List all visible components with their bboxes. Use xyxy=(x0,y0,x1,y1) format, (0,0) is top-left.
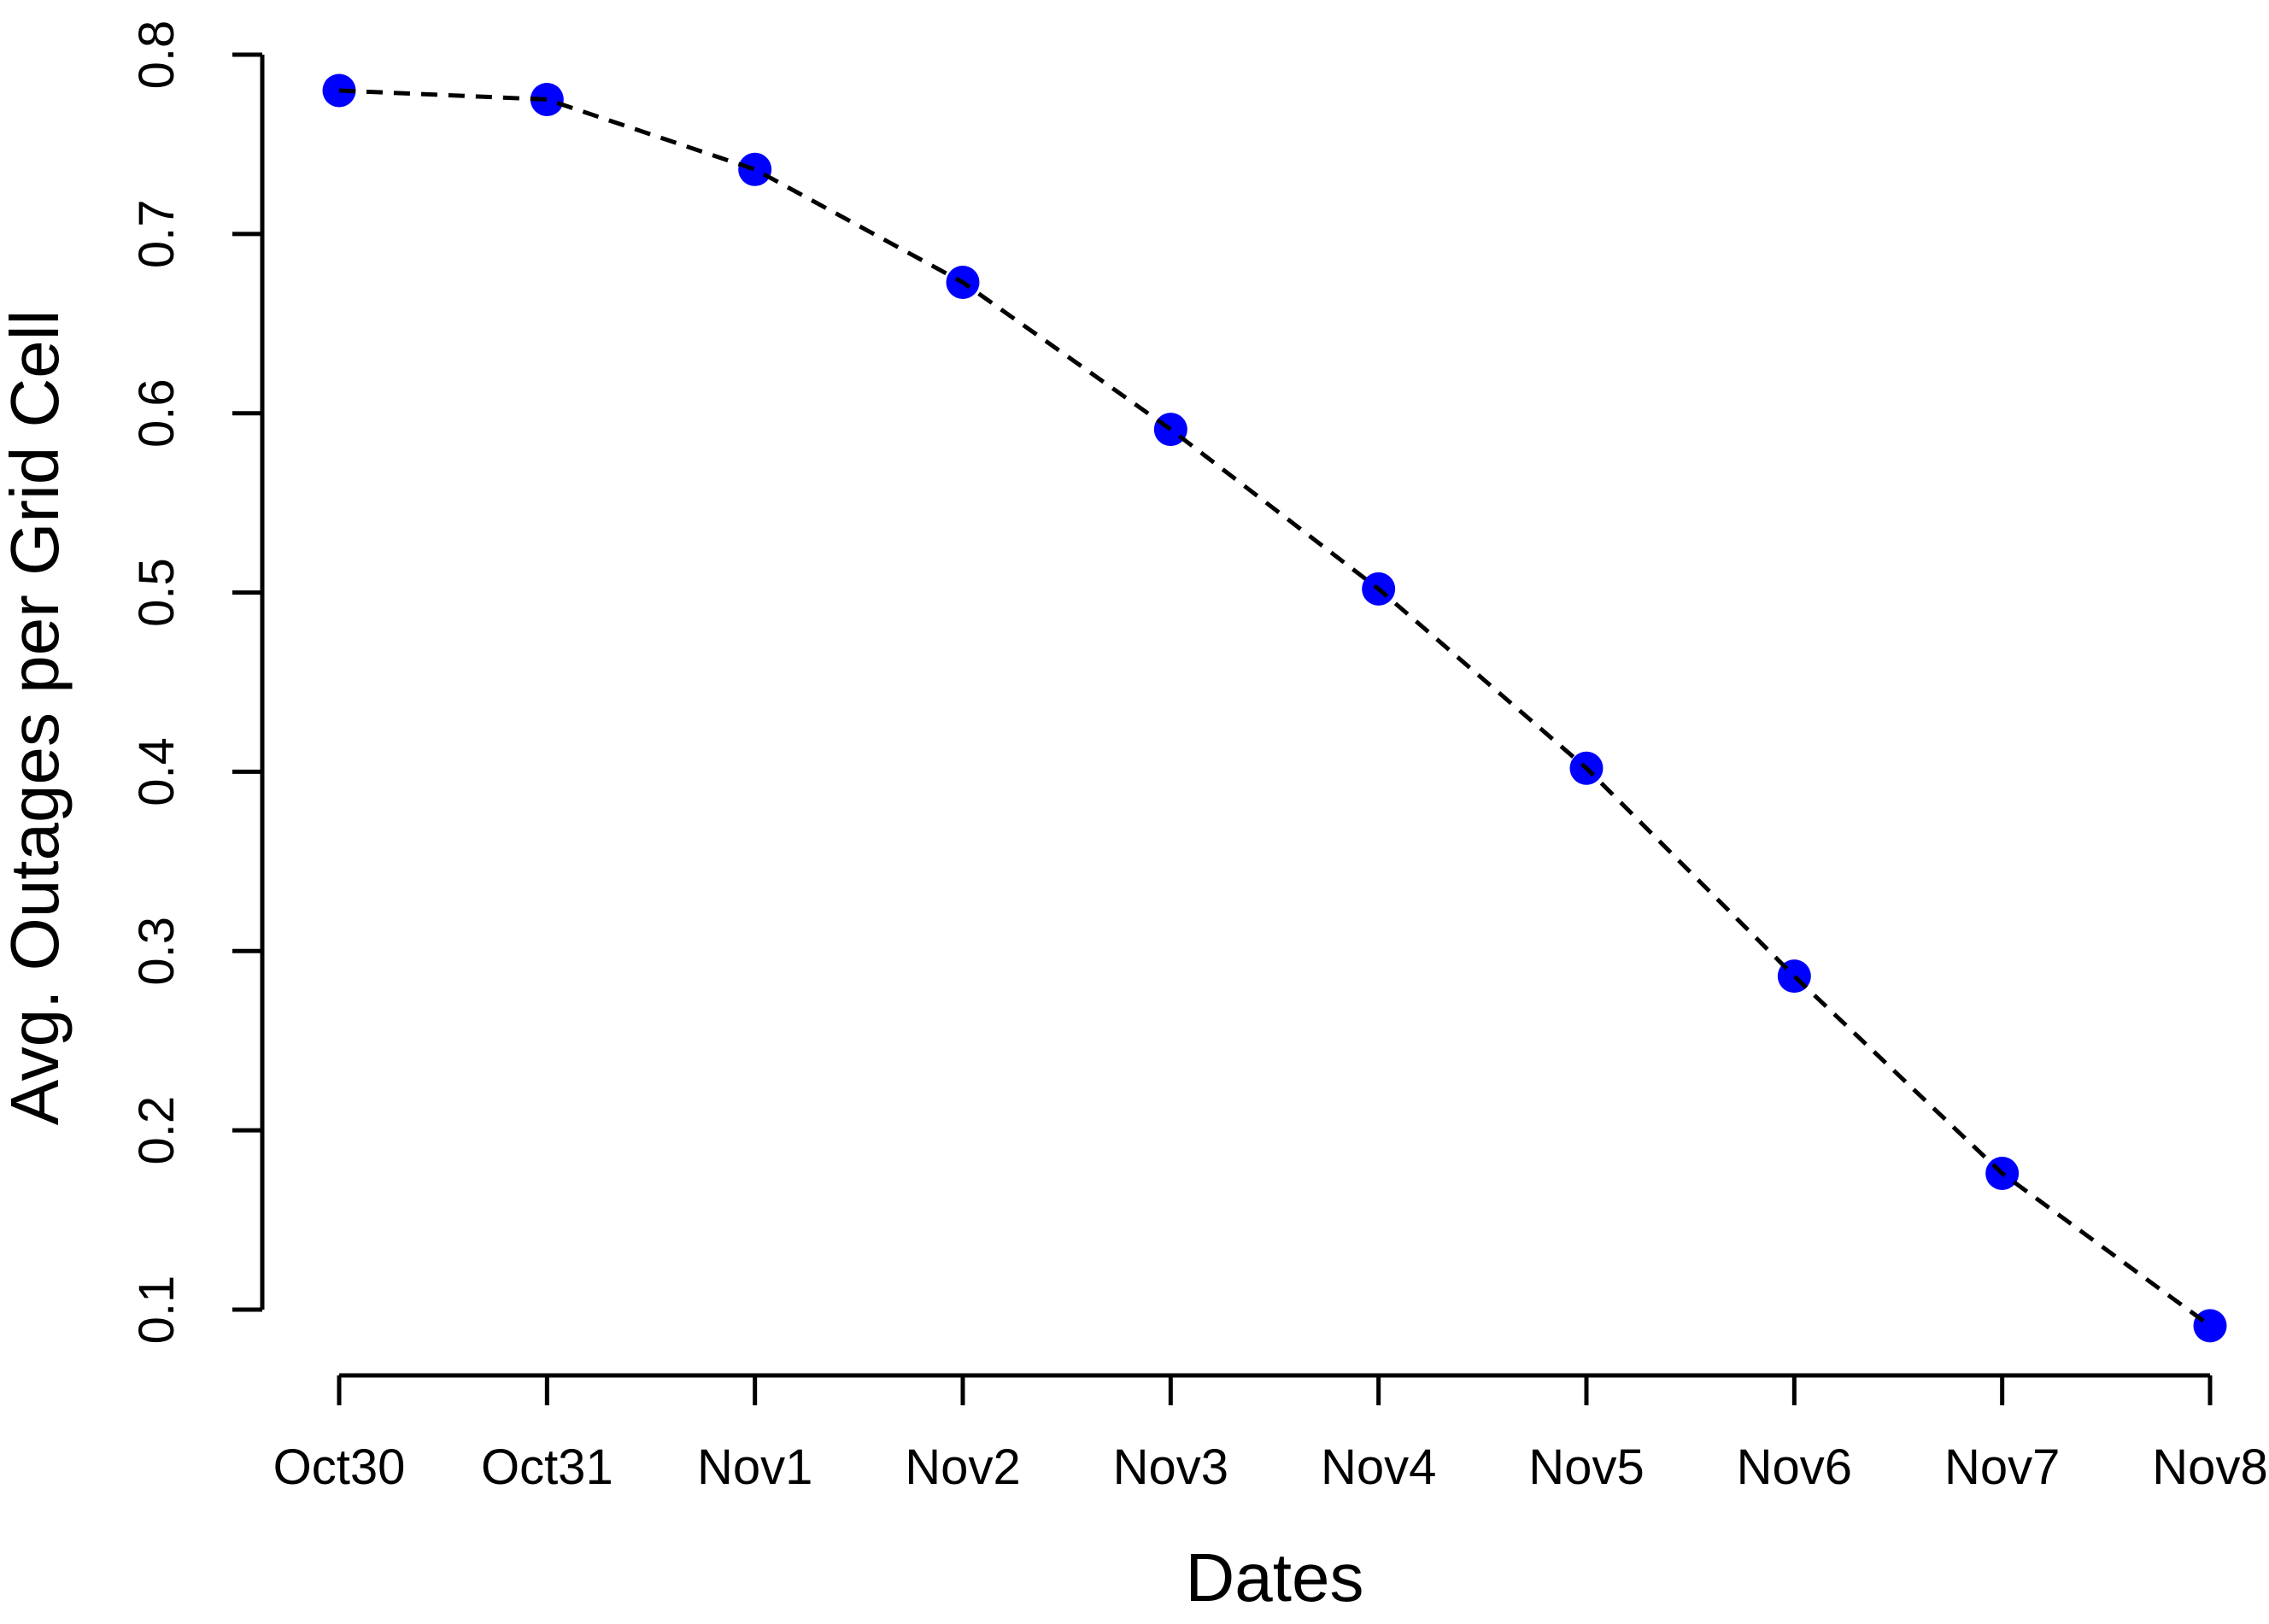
x-tick-label: Nov7 xyxy=(1944,1439,2060,1495)
series-dashed-line xyxy=(338,88,2212,1328)
x-tick-label: Nov1 xyxy=(697,1439,812,1495)
data-points xyxy=(322,73,2227,1343)
x-tick-label: Nov4 xyxy=(1321,1439,1436,1495)
y-tick-label: 0.8 xyxy=(129,21,185,90)
y-tick-label: 0.6 xyxy=(129,378,185,448)
x-tick-label: Nov6 xyxy=(1737,1439,1852,1495)
x-axis: Oct30 Oct31 Nov1 Nov2 Nov3 Nov4 Nov5 Nov6 Nov7 No… xyxy=(273,1373,2268,1495)
x-tick-label: Nov8 xyxy=(2152,1439,2267,1495)
y-axis: 0.1 0.2 0.3 0.4 0.5 0.6 0.7 0.8 xyxy=(129,21,265,1345)
y-tick-label: 0.5 xyxy=(129,558,185,627)
y-tick-label: 0.2 xyxy=(129,1096,185,1165)
y-tick-label: 0.4 xyxy=(129,737,185,806)
data-point-marker xyxy=(530,82,564,116)
y-tick-label: 0.1 xyxy=(129,1275,185,1345)
x-tick-label: Nov5 xyxy=(1528,1439,1644,1495)
x-tick-label: Nov2 xyxy=(905,1439,1020,1495)
y-tick-label: 0.3 xyxy=(129,917,185,986)
data-point-marker xyxy=(2193,1309,2227,1343)
y-tick-label: 0.7 xyxy=(129,200,185,269)
dashed-series-line xyxy=(338,88,2212,1328)
x-tick-label: Oct31 xyxy=(481,1439,613,1495)
x-tick-label: Nov3 xyxy=(1113,1439,1228,1495)
data-point-marker xyxy=(738,152,772,186)
data-point-marker xyxy=(1153,413,1187,447)
y-axis-title: Avg. Outages per Grid Cell xyxy=(0,310,73,1126)
x-axis-title: Dates xyxy=(1186,1539,1364,1615)
x-tick-label: Oct30 xyxy=(273,1439,406,1495)
